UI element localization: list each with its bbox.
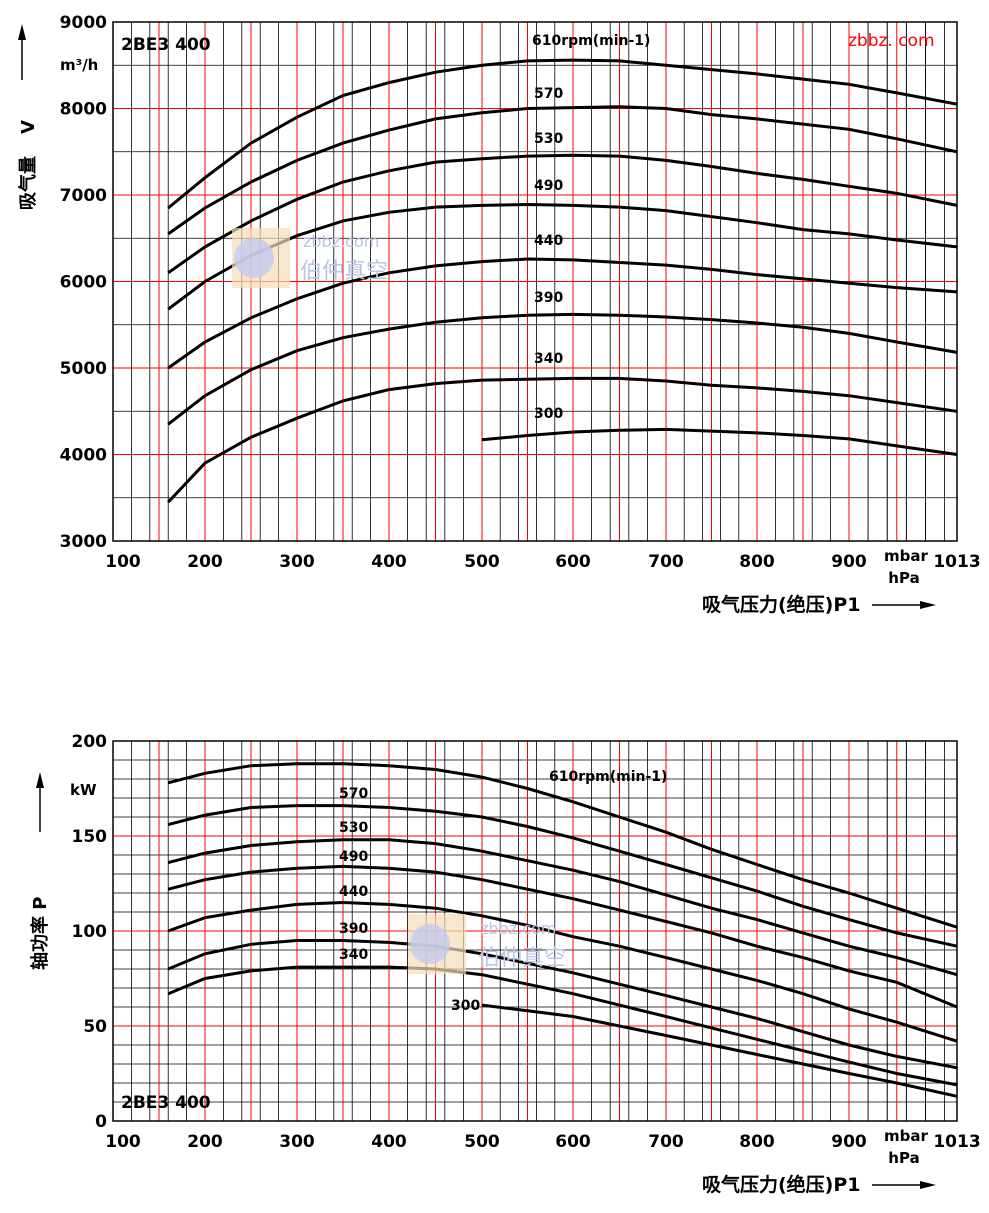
x-tick-label: 400: [371, 552, 407, 572]
y-axis-symbol: V: [18, 120, 39, 134]
series-line: [167, 762, 958, 929]
watermark-logo-circle: [410, 924, 450, 964]
y-arrow-head: [18, 24, 26, 40]
series-label: 490: [534, 178, 563, 194]
x-tick-label: 400: [371, 1132, 407, 1152]
y-tick-label: 200: [72, 732, 108, 752]
y-tick-label: 9000: [60, 13, 107, 33]
x-arrow-head: [920, 1181, 936, 1189]
x-tick-label: 800: [739, 1132, 775, 1152]
y-tick-label: 150: [72, 827, 108, 847]
x-tick-label: 600: [555, 552, 591, 572]
series-line: [167, 105, 958, 236]
series-line: [167, 257, 958, 370]
x-tick-label: 700: [648, 1132, 684, 1152]
series-line: [167, 376, 958, 504]
brand-url: zbbz. com: [848, 31, 935, 51]
y-tick-label: 3000: [60, 532, 107, 552]
flow-chart: 3000 4000 5000 6000 7000 8000 9000 100 200 300 400…: [17, 13, 981, 616]
x-axis-title: 吸气压力(绝压)P1: [702, 593, 861, 616]
watermark-site: zbbz.com: [480, 919, 556, 938]
y-unit: m³/h: [60, 56, 98, 74]
y-tick-label: 100: [72, 922, 108, 942]
x-tick-label: 800: [739, 552, 775, 572]
plot-frame: [112, 740, 958, 1122]
y-tick-label: 8000: [60, 100, 107, 120]
x-arrow-head: [920, 601, 936, 609]
series-label: 340: [534, 351, 563, 367]
series-line: [481, 427, 958, 456]
series-label: 300: [534, 406, 563, 422]
series-line: [167, 965, 958, 1087]
series-label: 610rpm(min-1): [532, 33, 650, 49]
series-label: 530: [534, 131, 563, 147]
series-label: 390: [339, 921, 368, 937]
series-label: 570: [339, 786, 368, 802]
series-line: [167, 864, 958, 1009]
y-tick-label: 7000: [60, 186, 107, 206]
watermark-cn: 伯仲真空: [478, 946, 566, 971]
watermark-cn: 伯仲真空: [300, 259, 388, 284]
series-line: [167, 838, 958, 977]
x-tick-label: 1013: [933, 552, 980, 572]
y-axis-title: 吸气量: [17, 156, 39, 210]
watermark-site: zbbz.com: [303, 232, 379, 251]
series-label: 610rpm(min-1): [549, 769, 667, 785]
plot-frame: [112, 21, 958, 542]
x-tick-label: 600: [555, 1132, 591, 1152]
x-tick-label: 300: [279, 1132, 315, 1152]
series-line: [481, 1003, 958, 1098]
x-tick-label: 100: [105, 552, 141, 572]
series-line: [167, 900, 958, 1043]
y-tick-label: 0: [95, 1112, 107, 1132]
series-label: 440: [534, 233, 563, 249]
x-tick-label: 200: [187, 552, 223, 572]
x-unit-mbar: mbar: [884, 1127, 928, 1145]
series-line: [167, 939, 958, 1070]
series-label: 490: [339, 849, 368, 865]
y-unit: kW: [70, 781, 97, 799]
x-unit-hpa: hPa: [888, 1149, 919, 1167]
x-tick-label: 900: [831, 1132, 867, 1152]
series-label: 390: [534, 290, 563, 306]
y-tick-label: 4000: [60, 446, 107, 466]
y-tick-label: 6000: [60, 273, 107, 293]
x-tick-label: 500: [464, 1132, 500, 1152]
x-axis-title: 吸气压力(绝压)P1: [702, 1173, 861, 1196]
series-label: 530: [339, 820, 368, 836]
series-label: 440: [339, 884, 368, 900]
power-chart: 0 50 100 150 200 100 200 300 400 500 600 700 800 900 1…: [29, 732, 981, 1196]
series-line: [167, 58, 958, 210]
series-label: 340: [339, 947, 368, 963]
series-line: [167, 312, 958, 426]
series-line: [167, 804, 958, 948]
x-tick-label: 100: [105, 1132, 141, 1152]
x-tick-label: 300: [279, 552, 315, 572]
y-axis-title: 轴功率 P: [29, 897, 51, 970]
x-tick-label: 900: [831, 552, 867, 572]
series-line: [167, 153, 958, 275]
watermarks: zbbz.com 伯仲真空 zbbz.com 伯仲真空 zbbz. com: [232, 31, 935, 974]
model-label: 2BE3 400: [121, 1093, 211, 1113]
x-tick-label: 700: [648, 552, 684, 572]
model-label: 2BE3 400: [121, 35, 211, 55]
y-tick-label: 50: [83, 1017, 107, 1037]
y-arrow-head: [36, 772, 44, 788]
x-tick-label: 1013: [933, 1132, 980, 1152]
series-label: 300: [451, 998, 480, 1014]
x-unit-mbar: mbar: [884, 547, 928, 565]
x-tick-label: 500: [464, 552, 500, 572]
y-tick-label: 5000: [60, 359, 107, 379]
x-unit-hpa: hPa: [888, 569, 919, 587]
watermark-logo-circle: [234, 238, 274, 278]
x-tick-label: 200: [187, 1132, 223, 1152]
series-label: 570: [534, 86, 563, 102]
